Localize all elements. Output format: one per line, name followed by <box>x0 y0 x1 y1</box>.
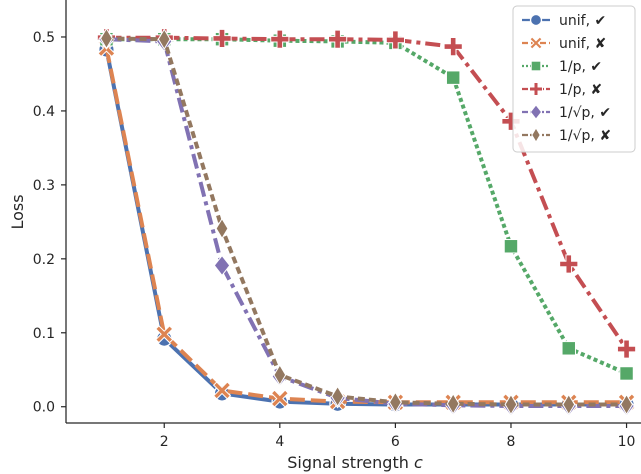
legend-marker <box>529 82 543 96</box>
series-layer <box>96 27 637 417</box>
y-tick-label: 0.1 <box>33 326 55 342</box>
legend-label: 1/√p, ✔ <box>559 105 611 121</box>
series-line <box>106 37 628 376</box>
data-point <box>270 29 290 49</box>
data-point <box>212 381 232 400</box>
data-point <box>213 254 231 277</box>
legend-item: unif, ✘ <box>522 36 606 52</box>
x-tick-label: 10 <box>618 434 636 450</box>
x-tick-label: 4 <box>275 434 284 450</box>
x-tick-label: 6 <box>391 434 400 450</box>
data-point <box>157 28 171 50</box>
legend-label: 1/√p, ✘ <box>559 128 611 144</box>
legend-label: unif, ✔ <box>559 13 606 29</box>
data-point <box>270 389 289 408</box>
legend-item: unif, ✔ <box>522 13 606 29</box>
data-point <box>215 217 229 240</box>
data-point <box>388 391 402 414</box>
data-point <box>212 28 232 49</box>
legend-marker <box>530 60 542 72</box>
data-point <box>155 325 174 344</box>
data-point <box>616 339 637 359</box>
y-tick-label: 0.3 <box>33 178 55 194</box>
y-tick-label: 0.4 <box>33 104 55 120</box>
data-point <box>619 366 634 381</box>
legend-item: 1/√p, ✔ <box>522 104 611 121</box>
series-line <box>106 36 627 407</box>
plot-area <box>65 0 641 424</box>
x-axis-label: Signal strength c <box>287 453 423 472</box>
data-point <box>562 393 576 416</box>
data-point <box>331 385 345 408</box>
y-tick-label: 0.0 <box>33 400 55 416</box>
data-point <box>385 30 405 50</box>
data-point <box>445 70 461 85</box>
data-point <box>503 239 519 254</box>
legend-label: unif, ✘ <box>559 36 606 52</box>
legend-marker <box>529 36 543 50</box>
legend-label: 1/p, ✘ <box>559 82 602 98</box>
legend-item: 1/p, ✔ <box>522 59 602 75</box>
legend-marker <box>529 104 543 120</box>
data-point <box>620 393 634 416</box>
data-point <box>504 393 518 416</box>
legend-item: 1/√p, ✘ <box>522 127 611 144</box>
x-tick-label: 2 <box>160 434 169 450</box>
x-tick-label: 8 <box>507 434 516 450</box>
legend-marker <box>531 127 541 143</box>
y-tick-label: 0.5 <box>33 30 55 46</box>
legend-label: 1/p, ✔ <box>559 59 602 75</box>
legend-item: 1/p, ✘ <box>522 82 602 98</box>
series-6 <box>99 27 634 416</box>
legend: unif, ✔ unif, ✘ 1/p, ✔ 1/p, ✘ 1/√p, ✔ 1/√p, ✘ <box>512 5 636 153</box>
y-tick-label: 0.2 <box>33 252 55 268</box>
data-point <box>561 341 576 356</box>
data-point <box>559 254 579 274</box>
data-point <box>273 364 287 386</box>
y-axis-label: Loss <box>8 194 27 229</box>
data-point <box>99 27 113 50</box>
legend-marker <box>529 13 543 27</box>
data-point <box>446 393 460 415</box>
data-point <box>328 29 348 49</box>
axis-ticks: 2 4 6 8 10 0.0 0.1 0.2 0.3 0.4 0.5 <box>33 30 636 450</box>
data-point <box>443 36 463 57</box>
